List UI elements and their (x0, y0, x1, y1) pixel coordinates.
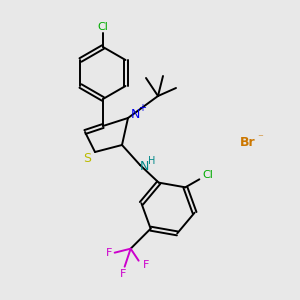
Text: N: N (130, 107, 140, 121)
Text: F: F (142, 260, 149, 270)
Text: Cl: Cl (98, 22, 108, 32)
Text: F: F (119, 269, 126, 279)
Text: F: F (106, 248, 112, 258)
Text: Br: Br (240, 136, 256, 148)
Text: ⁻: ⁻ (257, 133, 263, 143)
Text: +: + (138, 103, 146, 113)
Text: S: S (83, 152, 91, 164)
Text: Cl: Cl (202, 170, 213, 180)
Text: N: N (139, 160, 149, 172)
Text: H: H (148, 156, 156, 166)
